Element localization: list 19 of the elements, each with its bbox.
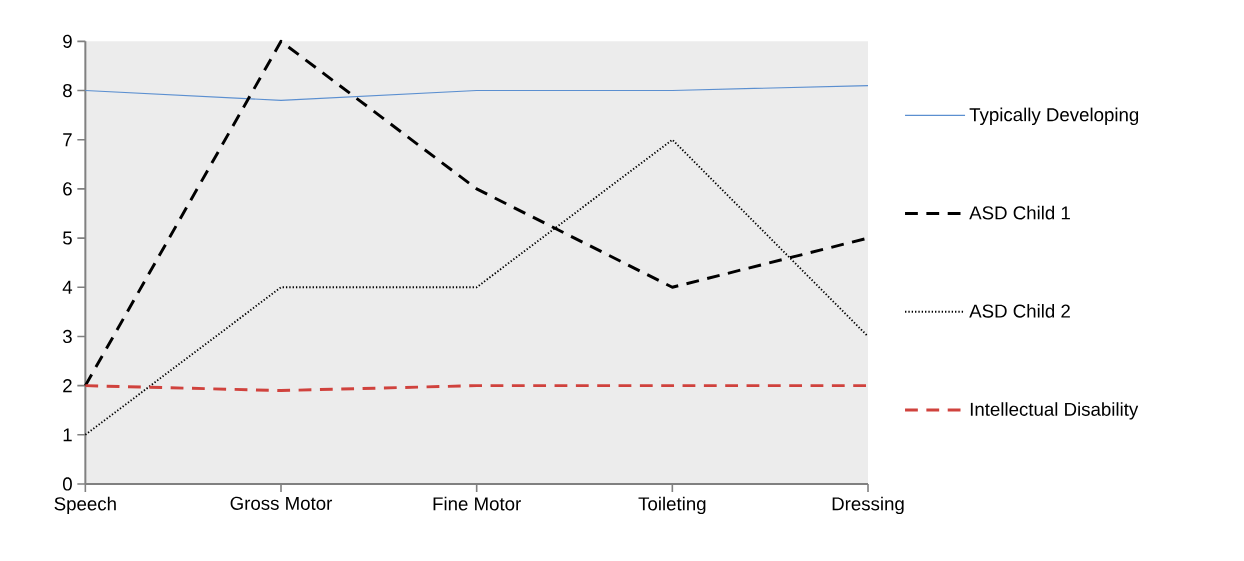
y-tick-label: 0 xyxy=(62,477,72,491)
y-tick-label: 9 xyxy=(63,34,72,48)
legend-label: Typically Developing xyxy=(969,107,1139,125)
x-tick-label: Toileting xyxy=(638,496,706,514)
legend-label: ASD Child 1 xyxy=(969,205,1070,220)
x-tick-label: Speech xyxy=(54,496,116,514)
x-tick-label: Dressing xyxy=(832,496,904,514)
x-tick-label: Gross Motor xyxy=(230,496,333,510)
y-tick-label: 7 xyxy=(63,133,72,146)
y-tick-label: 1 xyxy=(63,428,72,442)
legend-label: ASD Child 2 xyxy=(969,303,1070,318)
y-tick-label: 2 xyxy=(63,378,72,392)
y-tick-label: 8 xyxy=(63,83,72,97)
x-tick-label: Fine Motor xyxy=(433,496,521,511)
legend-label: Intellectual Disability xyxy=(970,402,1139,420)
y-tick-label: 6 xyxy=(63,182,72,196)
y-tick-label: 5 xyxy=(63,231,72,245)
y-tick-label: 3 xyxy=(62,329,72,343)
y-tick-label: 4 xyxy=(62,280,73,294)
